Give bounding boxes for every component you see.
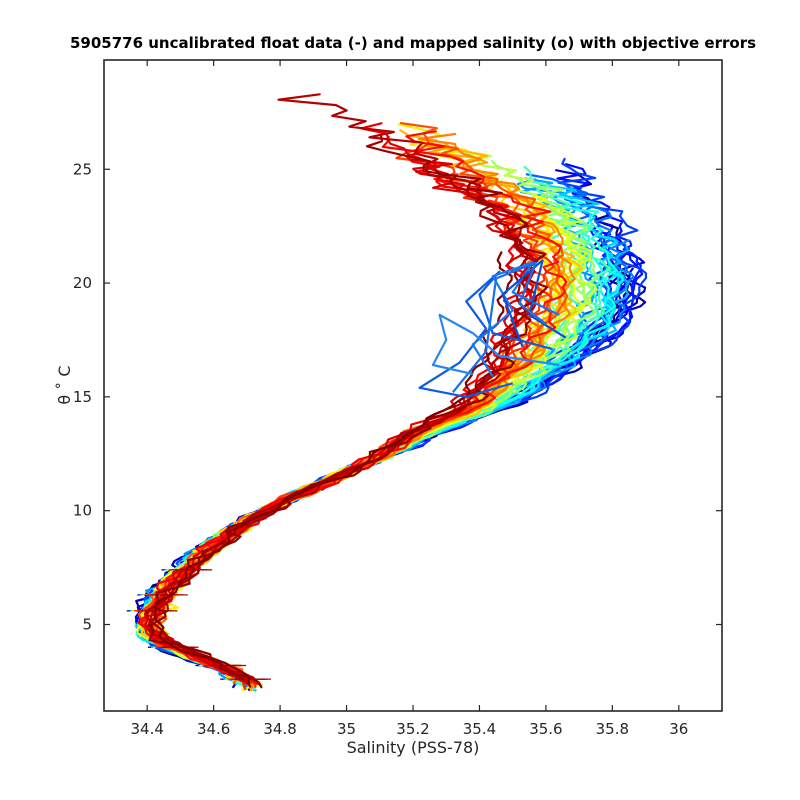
profile-line — [148, 168, 549, 689]
profile-line — [143, 199, 555, 688]
x-tick-label: 35.4 — [463, 720, 496, 738]
excursion-line — [418, 270, 553, 398]
profile-line — [145, 191, 555, 689]
y-axis-label: θ ˚ C — [55, 365, 74, 404]
excursion-line — [452, 261, 547, 393]
x-tick-label: 34.4 — [130, 720, 163, 738]
x-tick-label: 34.8 — [263, 720, 296, 738]
x-tick-label: 35 — [337, 720, 356, 738]
chart-title: 5905776 uncalibrated float data (-) and … — [70, 34, 756, 52]
profile-line — [147, 178, 553, 685]
profile-line — [153, 251, 513, 688]
excursion-line — [471, 261, 560, 377]
x-tick-label: 35.2 — [396, 720, 429, 738]
y-tick-label: 15 — [73, 388, 92, 406]
profile-line — [147, 213, 575, 684]
profile-line — [140, 204, 587, 690]
profile-lines — [126, 93, 648, 692]
profile-line — [142, 211, 567, 689]
x-tick-label: 35.8 — [596, 720, 629, 738]
y-tick-label: 25 — [73, 160, 92, 178]
profile-line — [147, 229, 537, 684]
y-tick-label: 20 — [73, 274, 92, 292]
excursion-line — [431, 313, 560, 376]
profile-line — [139, 178, 578, 687]
profile-line — [149, 173, 540, 690]
x-axis-label: Salinity (PSS-78) — [347, 738, 480, 757]
x-axis: 34.4 34.6 34.8 35 35.2 35.4 35.6 35.8 36 — [130, 60, 688, 738]
y-tick-label: 10 — [73, 502, 92, 520]
profile-line — [149, 93, 539, 687]
y-axis: 5 10 15 20 25 — [73, 160, 722, 634]
x-tick-label: 35.6 — [529, 720, 562, 738]
excursion-line — [501, 259, 567, 348]
x-tick-label: 36 — [669, 720, 688, 738]
x-tick-label: 34.6 — [197, 720, 230, 738]
y-tick-label: 5 — [82, 616, 92, 634]
profile-line — [135, 254, 627, 690]
